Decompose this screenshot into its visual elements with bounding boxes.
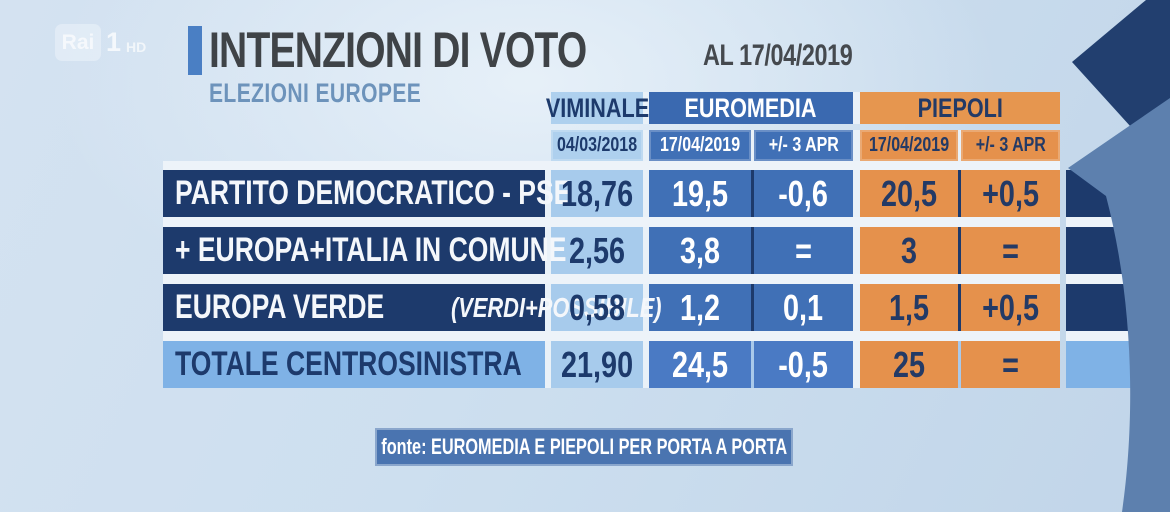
piepoli-value: 1,5 [860,284,958,331]
subheader-piepoli-date: 17/04/2019 [860,130,958,161]
piepoli-delta: = [961,227,1060,274]
page-title: INTENZIONI DI VOTO [209,22,587,78]
row-label: EUROPA VERDE (VERDI+POSSIBILE) [163,284,662,331]
euromedia-value: 3,8 [649,227,751,274]
source-text: fonte: EUROMEDIA E PIEPOLI PER PORTA A P… [381,434,787,459]
row-extensions [1066,170,1150,388]
subheader-euromedia-date: 17/04/2019 [649,130,751,161]
column-header-piepoli: PIEPOLI [860,92,1060,124]
piepoli-delta: = [961,341,1060,388]
viminale-value: 21,90 [551,341,643,388]
euromedia-delta: -0,5 [754,341,853,388]
title-block: INTENZIONI DI VOTO AL 17/04/2019 ELEZION… [188,22,894,109]
title-date: AL 17/04/2019 [702,39,853,72]
title-accent-bar [188,26,202,75]
viminale-value: 0,58 [551,284,643,331]
row-extension [1066,284,1150,331]
row-extension [1066,227,1150,274]
row-label-note: (VERDI+POSSIBILE) [451,291,662,323]
deco-navy-diamond [1072,0,1170,170]
table-group-header-row: VIMINALE EUROMEDIA PIEPOLI [163,92,1060,124]
euromedia-value: 1,2 [649,284,751,331]
euromedia-value: 24,5 [649,341,751,388]
column-header-euromedia: EUROMEDIA [649,92,853,124]
poll-table: VIMINALE EUROMEDIA PIEPOLI 04/03/2018 17… [163,92,1060,388]
row-label: PARTITO DEMOCRATICO - PSE [163,170,571,217]
row-extension [1066,341,1150,388]
channel-logo: Rai 1 HD [55,24,146,61]
subheader-piepoli-delta: +/- 3 APR [961,130,1060,161]
piepoli-delta: +0,5 [961,170,1060,217]
table-subheader-row: 04/03/2018 17/04/2019 +/- 3 APR 17/04/20… [163,130,1060,161]
euromedia-delta: -0,6 [754,170,853,217]
column-header-viminale: VIMINALE [545,92,649,124]
piepoli-value: 25 [860,341,958,388]
table-row-totale-centrosinistra: TOTALE CENTROSINISTRA 21,90 24,5 -0,5 25… [163,341,1060,388]
row-label: TOTALE CENTROSINISTRA [163,341,545,388]
euromedia-delta: 0,1 [754,284,853,331]
piepoli-value: 3 [860,227,958,274]
viminale-value: 2,56 [551,227,643,274]
row-extension [1066,170,1150,217]
table-row-partito-democratico: PARTITO DEMOCRATICO - PSE 18,76 19,5 -0,… [163,170,1060,217]
rai-logo-icon: Rai [55,24,101,61]
hd-badge: HD [126,38,147,55]
piepoli-delta: +0,5 [961,284,1060,331]
piepoli-value: 20,5 [860,170,958,217]
table-row-piu-europa: + EUROPA+ITALIA IN COMUNE 2,56 3,8 = 3 = [163,227,1060,274]
euromedia-value: 19,5 [649,170,751,217]
viminale-value: 18,76 [551,170,643,217]
row-label: + EUROPA+ITALIA IN COMUNE [163,227,566,274]
source-bar: fonte: EUROMEDIA E PIEPOLI PER PORTA A P… [375,428,793,466]
subtitle: ELEZIONI EUROPEE [209,78,422,108]
table-row-europa-verde: EUROPA VERDE (VERDI+POSSIBILE) 0,58 1,2 … [163,284,1060,331]
subheader-euromedia-delta: +/- 3 APR [754,130,853,161]
euromedia-delta: = [754,227,853,274]
subheader-viminale-date: 04/03/2018 [551,130,643,161]
channel-number: 1 [106,27,122,57]
